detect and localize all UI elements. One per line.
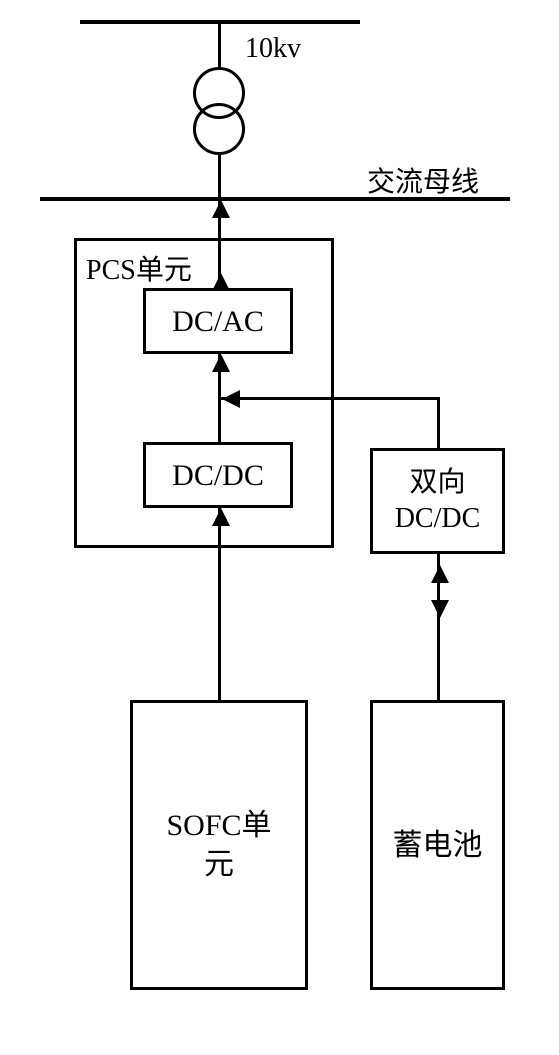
bidir-dcdc-label-top: 双向 — [409, 467, 465, 498]
battery-box: 蓄电池 — [370, 700, 505, 990]
arrow-to-bus — [212, 200, 230, 218]
arrow-dcdc-in — [212, 508, 230, 526]
sofc-unit-label-l2: 元 — [204, 848, 234, 881]
voltage-label: 10kv — [245, 33, 301, 65]
ac-bus-label: 交流母线 — [367, 160, 479, 200]
xfmr-line-top — [218, 22, 221, 70]
line-horiz-to-bidir — [220, 397, 440, 400]
line-dcdc-to-sofc — [218, 508, 221, 702]
dc-dc-box: DC/DC — [143, 442, 293, 508]
line-vert-bidir-top — [437, 397, 440, 448]
bidir-dcdc-label: 双向 DC/DC — [395, 465, 481, 538]
ac-bus-line — [40, 197, 510, 201]
bidir-dcdc-box: 双向 DC/DC — [370, 448, 505, 554]
arrow-bidir-down — [431, 600, 449, 618]
arrow-dcdc-to-dcac — [212, 354, 230, 372]
transformer-circle-bottom — [193, 103, 245, 155]
pcs-unit-label: PCS单元 — [86, 248, 192, 288]
battery-label: 蓄电池 — [393, 826, 483, 865]
sofc-unit-label-l1: SOFC单 — [166, 809, 271, 842]
arrow-bidir-up — [431, 565, 449, 583]
dc-ac-box: DC/AC — [143, 288, 293, 354]
dc-dc-label: DC/DC — [172, 456, 264, 495]
bidir-dcdc-label-bottom: DC/DC — [395, 503, 481, 534]
sofc-unit-box: SOFC单 元 — [130, 700, 308, 990]
sofc-unit-label: SOFC单 元 — [166, 806, 271, 884]
dc-ac-label: DC/AC — [172, 302, 264, 341]
xfmr-line-bottom — [218, 153, 221, 199]
arrow-horiz-left — [222, 390, 240, 408]
